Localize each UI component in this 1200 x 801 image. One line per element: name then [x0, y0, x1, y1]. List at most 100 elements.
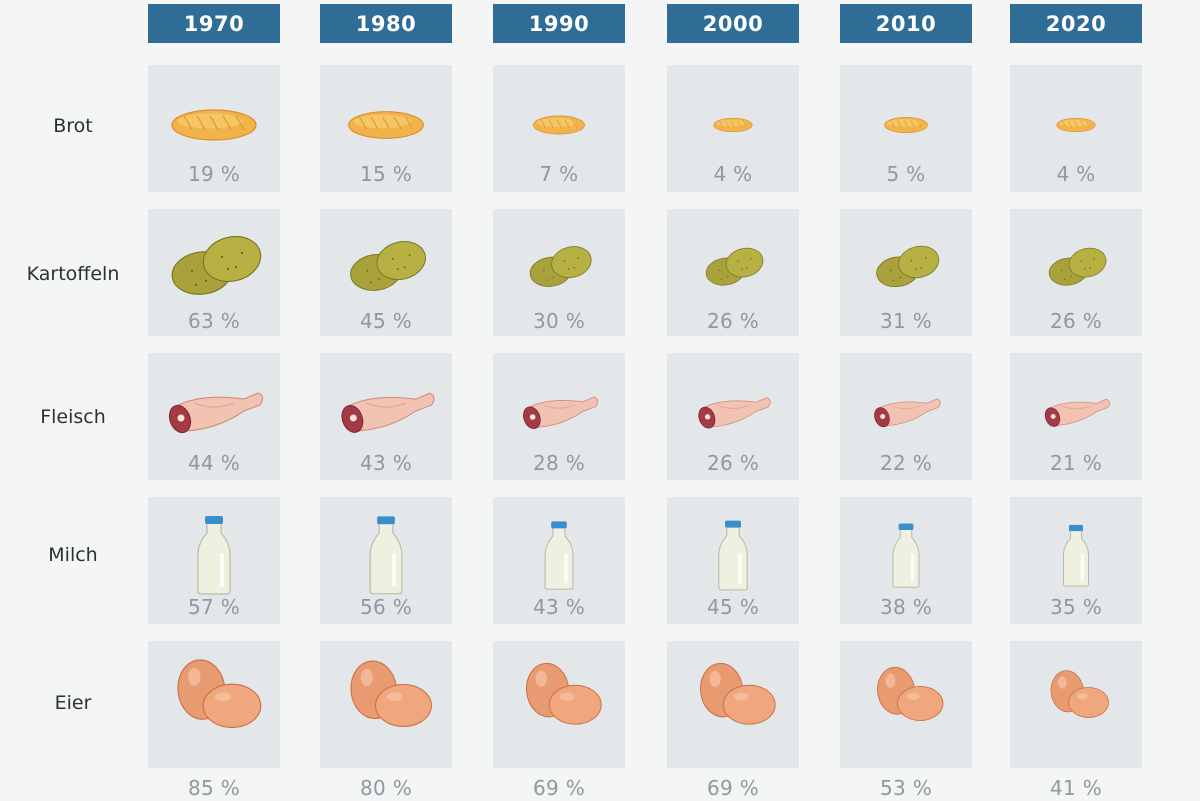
- data-cell: [320, 641, 452, 768]
- milk-bottle-icon: [1062, 524, 1090, 587]
- percent-label: 22 %: [879, 451, 932, 475]
- percent-label: 41 %: [1049, 776, 1102, 800]
- year-header: 2000: [667, 4, 799, 43]
- data-cell: [320, 497, 452, 624]
- percent-label: 28 %: [532, 451, 585, 475]
- percent-label: 5 %: [886, 162, 926, 186]
- data-cell: [840, 641, 972, 768]
- row-label: Milch: [48, 544, 98, 566]
- eggs-icon: [1050, 670, 1109, 718]
- year-header: 2020: [1010, 4, 1142, 43]
- data-cell: [840, 353, 972, 480]
- data-cell: [320, 353, 452, 480]
- percent-label: 26 %: [706, 309, 759, 333]
- percent-label: 15 %: [359, 162, 412, 186]
- year-header: 1990: [493, 4, 625, 43]
- meat-icon: [874, 398, 941, 428]
- percent-label: 80 %: [359, 776, 412, 800]
- data-cell: [1010, 209, 1142, 336]
- milk-bottle-icon: [544, 521, 574, 590]
- percent-label: 45 %: [706, 595, 759, 619]
- eggs-icon: [700, 662, 776, 725]
- data-cell: [667, 65, 799, 192]
- data-cell: [667, 497, 799, 624]
- row-label: Fleisch: [40, 406, 106, 428]
- percent-label: 45 %: [359, 309, 412, 333]
- milk-bottle-icon: [369, 516, 403, 595]
- data-cell: [840, 65, 972, 192]
- eggs-icon: [877, 666, 944, 722]
- data-cell: [148, 641, 280, 768]
- percent-label: 56 %: [359, 595, 412, 619]
- data-cell: [320, 209, 452, 336]
- percent-label: 44 %: [187, 451, 240, 475]
- data-cell: [667, 353, 799, 480]
- bread-icon: [348, 111, 424, 139]
- percent-label: 7 %: [539, 162, 579, 186]
- data-cell: [148, 353, 280, 480]
- row-label: Eier: [54, 692, 92, 714]
- percent-label: 69 %: [706, 776, 759, 800]
- percent-label: 4 %: [713, 162, 753, 186]
- bread-icon: [713, 117, 753, 133]
- data-cell: [493, 497, 625, 624]
- percent-label: 26 %: [1049, 309, 1102, 333]
- data-cell: [493, 641, 625, 768]
- eggs-icon: [350, 660, 432, 727]
- year-header: 2010: [840, 4, 972, 43]
- percent-label: 35 %: [1049, 595, 1102, 619]
- percent-label: 69 %: [532, 776, 585, 800]
- percent-label: 63 %: [187, 309, 240, 333]
- milk-bottle-icon: [197, 516, 231, 595]
- data-cell: [493, 65, 625, 192]
- data-cell: [1010, 65, 1142, 192]
- potatoes-icon: [529, 246, 592, 287]
- percent-label: 57 %: [187, 595, 240, 619]
- eggs-icon: [526, 662, 602, 725]
- potatoes-icon: [1048, 247, 1107, 286]
- percent-label: 4 %: [1056, 162, 1096, 186]
- percent-label: 31 %: [879, 309, 932, 333]
- year-header: 1980: [320, 4, 452, 43]
- data-cell: [320, 65, 452, 192]
- data-cell: [840, 497, 972, 624]
- percent-label: 30 %: [532, 309, 585, 333]
- bread-icon: [533, 115, 585, 135]
- percent-label: 43 %: [532, 595, 585, 619]
- data-cell: [1010, 497, 1142, 624]
- eggs-icon: [177, 659, 262, 728]
- data-cell: [148, 65, 280, 192]
- meat-icon: [698, 397, 771, 429]
- bread-icon: [884, 116, 928, 134]
- percent-label: 21 %: [1049, 451, 1102, 475]
- meat-icon: [168, 392, 264, 434]
- potatoes-icon: [876, 245, 940, 288]
- percent-label: 43 %: [359, 451, 412, 475]
- row-label: Kartoffeln: [26, 263, 120, 285]
- data-cell: [1010, 353, 1142, 480]
- data-cell: [493, 353, 625, 480]
- potatoes-icon: [705, 247, 764, 286]
- data-cell: [667, 641, 799, 768]
- data-cell: [667, 209, 799, 336]
- data-cell: [493, 209, 625, 336]
- meat-icon: [341, 392, 435, 433]
- meat-icon: [1044, 398, 1110, 427]
- milk-bottle-icon: [892, 523, 920, 588]
- data-cell: [148, 209, 280, 336]
- year-header: 1970: [148, 4, 280, 43]
- percent-label: 53 %: [879, 776, 932, 800]
- milk-bottle-icon: [718, 520, 748, 591]
- potatoes-icon: [350, 241, 426, 291]
- potatoes-icon: [171, 235, 262, 295]
- bread-icon: [171, 109, 257, 141]
- row-label: Brot: [53, 115, 93, 137]
- percent-label: 26 %: [706, 451, 759, 475]
- data-cell: [1010, 641, 1142, 768]
- percent-label: 19 %: [187, 162, 240, 186]
- bread-icon: [1056, 117, 1096, 133]
- percent-label: 38 %: [879, 595, 932, 619]
- data-cell: [148, 497, 280, 624]
- percent-label: 85 %: [187, 776, 240, 800]
